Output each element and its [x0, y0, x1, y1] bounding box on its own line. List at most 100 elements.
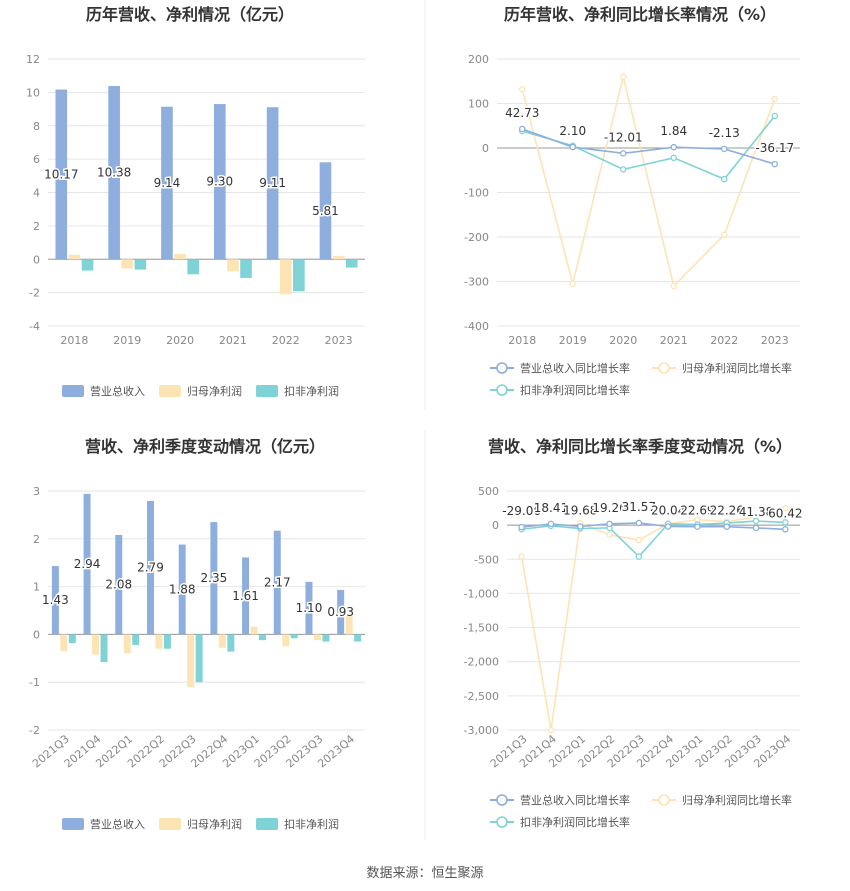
bar-value-label: 9.30 [206, 175, 233, 189]
y-tick-label: -500 [474, 553, 499, 566]
bar-1 [55, 89, 68, 260]
series-point-3 [620, 166, 627, 173]
legend-label: 归母净利润同比增长率 [682, 793, 792, 807]
x-tick-label: 2022 [710, 334, 738, 347]
line-value-label: 20.04 [651, 504, 685, 518]
y-tick-label: -4 [29, 320, 40, 333]
x-tick-label: 2021 [660, 334, 688, 347]
series-point-3 [752, 517, 760, 525]
line-value-label: 1.84 [660, 124, 687, 138]
bar-3 [322, 634, 330, 642]
chart-title: 营收、净利季度变动情况（亿元） [85, 437, 325, 456]
bar-3 [293, 259, 305, 292]
legend-label: 扣非净利润同比增长率 [520, 815, 630, 829]
x-tick-label: 2020 [166, 334, 194, 347]
bar-2 [123, 634, 131, 654]
bar-2 [345, 616, 353, 635]
y-tick-label: 2 [33, 220, 40, 233]
series-point-2 [547, 726, 555, 734]
chart-1: 历年营收、净利情况（亿元） 12 10 8 6 4 2 0 -2 -4 2018 2019 2020 20… [26, 5, 365, 398]
series-line-1 [521, 522, 786, 531]
series-point-1 [569, 143, 577, 151]
legend-swatch [62, 818, 84, 830]
bar-3 [240, 259, 252, 278]
series-point-1 [620, 150, 627, 157]
bar-1 [266, 107, 279, 260]
legend-label: 归母净利润同比增长率 [682, 361, 792, 375]
series-point-1 [670, 143, 678, 151]
bar-2 [279, 259, 292, 295]
bar-2 [332, 255, 345, 260]
bar-1 [115, 534, 123, 635]
bar-3 [195, 634, 203, 683]
bar-3 [134, 259, 147, 270]
series-point-2 [569, 280, 577, 287]
bar-1 [161, 106, 173, 260]
bar-3 [81, 259, 94, 271]
x-tick-label: 2018 [60, 334, 88, 347]
bar-2 [218, 634, 226, 648]
series-point-2 [620, 73, 627, 81]
legend: 营业总收入 归母净利润 扣非净利润 [62, 384, 339, 398]
legend-label: 扣非净利润 [284, 817, 339, 831]
x-tick-label: 2019 [113, 334, 141, 347]
legend-label: 扣非净利润 [284, 384, 339, 398]
legend-swatch-marker [496, 816, 508, 828]
bar-value-label: 9.11 [259, 176, 286, 190]
y-tick-label: -300 [464, 276, 489, 289]
line-value-label: 22.26 [710, 504, 744, 518]
series-point-3 [670, 154, 678, 162]
legend-swatch-marker [496, 362, 508, 374]
series-point-3 [721, 175, 728, 183]
bar-3 [354, 634, 362, 642]
legend-swatch [62, 385, 84, 397]
legend-label: 扣非净利润同比增长率 [520, 383, 630, 397]
chart-title: 营收、净利同比增长率季度变动情况（%） [488, 437, 792, 456]
y-tick-label: -1,500 [464, 622, 499, 635]
legend-swatch [159, 385, 181, 397]
legend-swatch [256, 818, 278, 830]
bar-2 [313, 634, 321, 641]
line-value-label: 19.68 [563, 503, 597, 517]
y-tick-label: 0 [33, 628, 40, 641]
y-tick-label: 200 [468, 53, 489, 66]
series-point-1 [519, 125, 526, 133]
series-point-2 [771, 95, 779, 103]
bar-1 [83, 493, 91, 635]
series-point-1 [752, 524, 760, 532]
bar-value-label: 2.17 [264, 576, 291, 590]
bar-value-label: 1.10 [296, 601, 323, 615]
bar-3 [345, 259, 358, 268]
bar-value-label: 1.61 [232, 589, 259, 603]
bar-value-label: 5.81 [312, 204, 339, 218]
bar-2 [121, 259, 134, 269]
chart-title: 历年营收、净利同比增长率情况（%） [504, 5, 776, 24]
y-tick-label: 4 [33, 187, 40, 200]
bar-3 [227, 634, 235, 652]
chart-2: 历年营收、净利同比增长率情况（%） 200 100 0 -100 -200 -300 -400… [464, 5, 800, 397]
series-point-2 [670, 282, 678, 290]
y-tick-label: -3,000 [464, 724, 499, 737]
bar-1 [213, 104, 226, 260]
bar-2 [92, 634, 100, 655]
series-line-2 [521, 76, 776, 288]
y-tick-label: 10 [26, 86, 40, 99]
source-note: 数据来源：恒生聚源 [366, 866, 484, 881]
legend-swatch-marker [658, 794, 670, 806]
y-tick-label: 0 [33, 253, 40, 266]
bar-1 [273, 530, 281, 635]
y-tick-label: -400 [464, 320, 489, 333]
line-value-label: -36.17 [755, 141, 794, 155]
bar-3 [187, 259, 200, 275]
series-line-2 [520, 507, 786, 731]
bar-1 [242, 557, 250, 635]
series-point-1 [782, 526, 789, 533]
line-value-label: -29.06 [502, 504, 541, 518]
y-tick-label: -1 [29, 676, 40, 689]
bar-2 [187, 634, 195, 687]
series-point-1 [577, 523, 584, 530]
bar-3 [68, 634, 76, 644]
series-point-1 [694, 523, 701, 530]
